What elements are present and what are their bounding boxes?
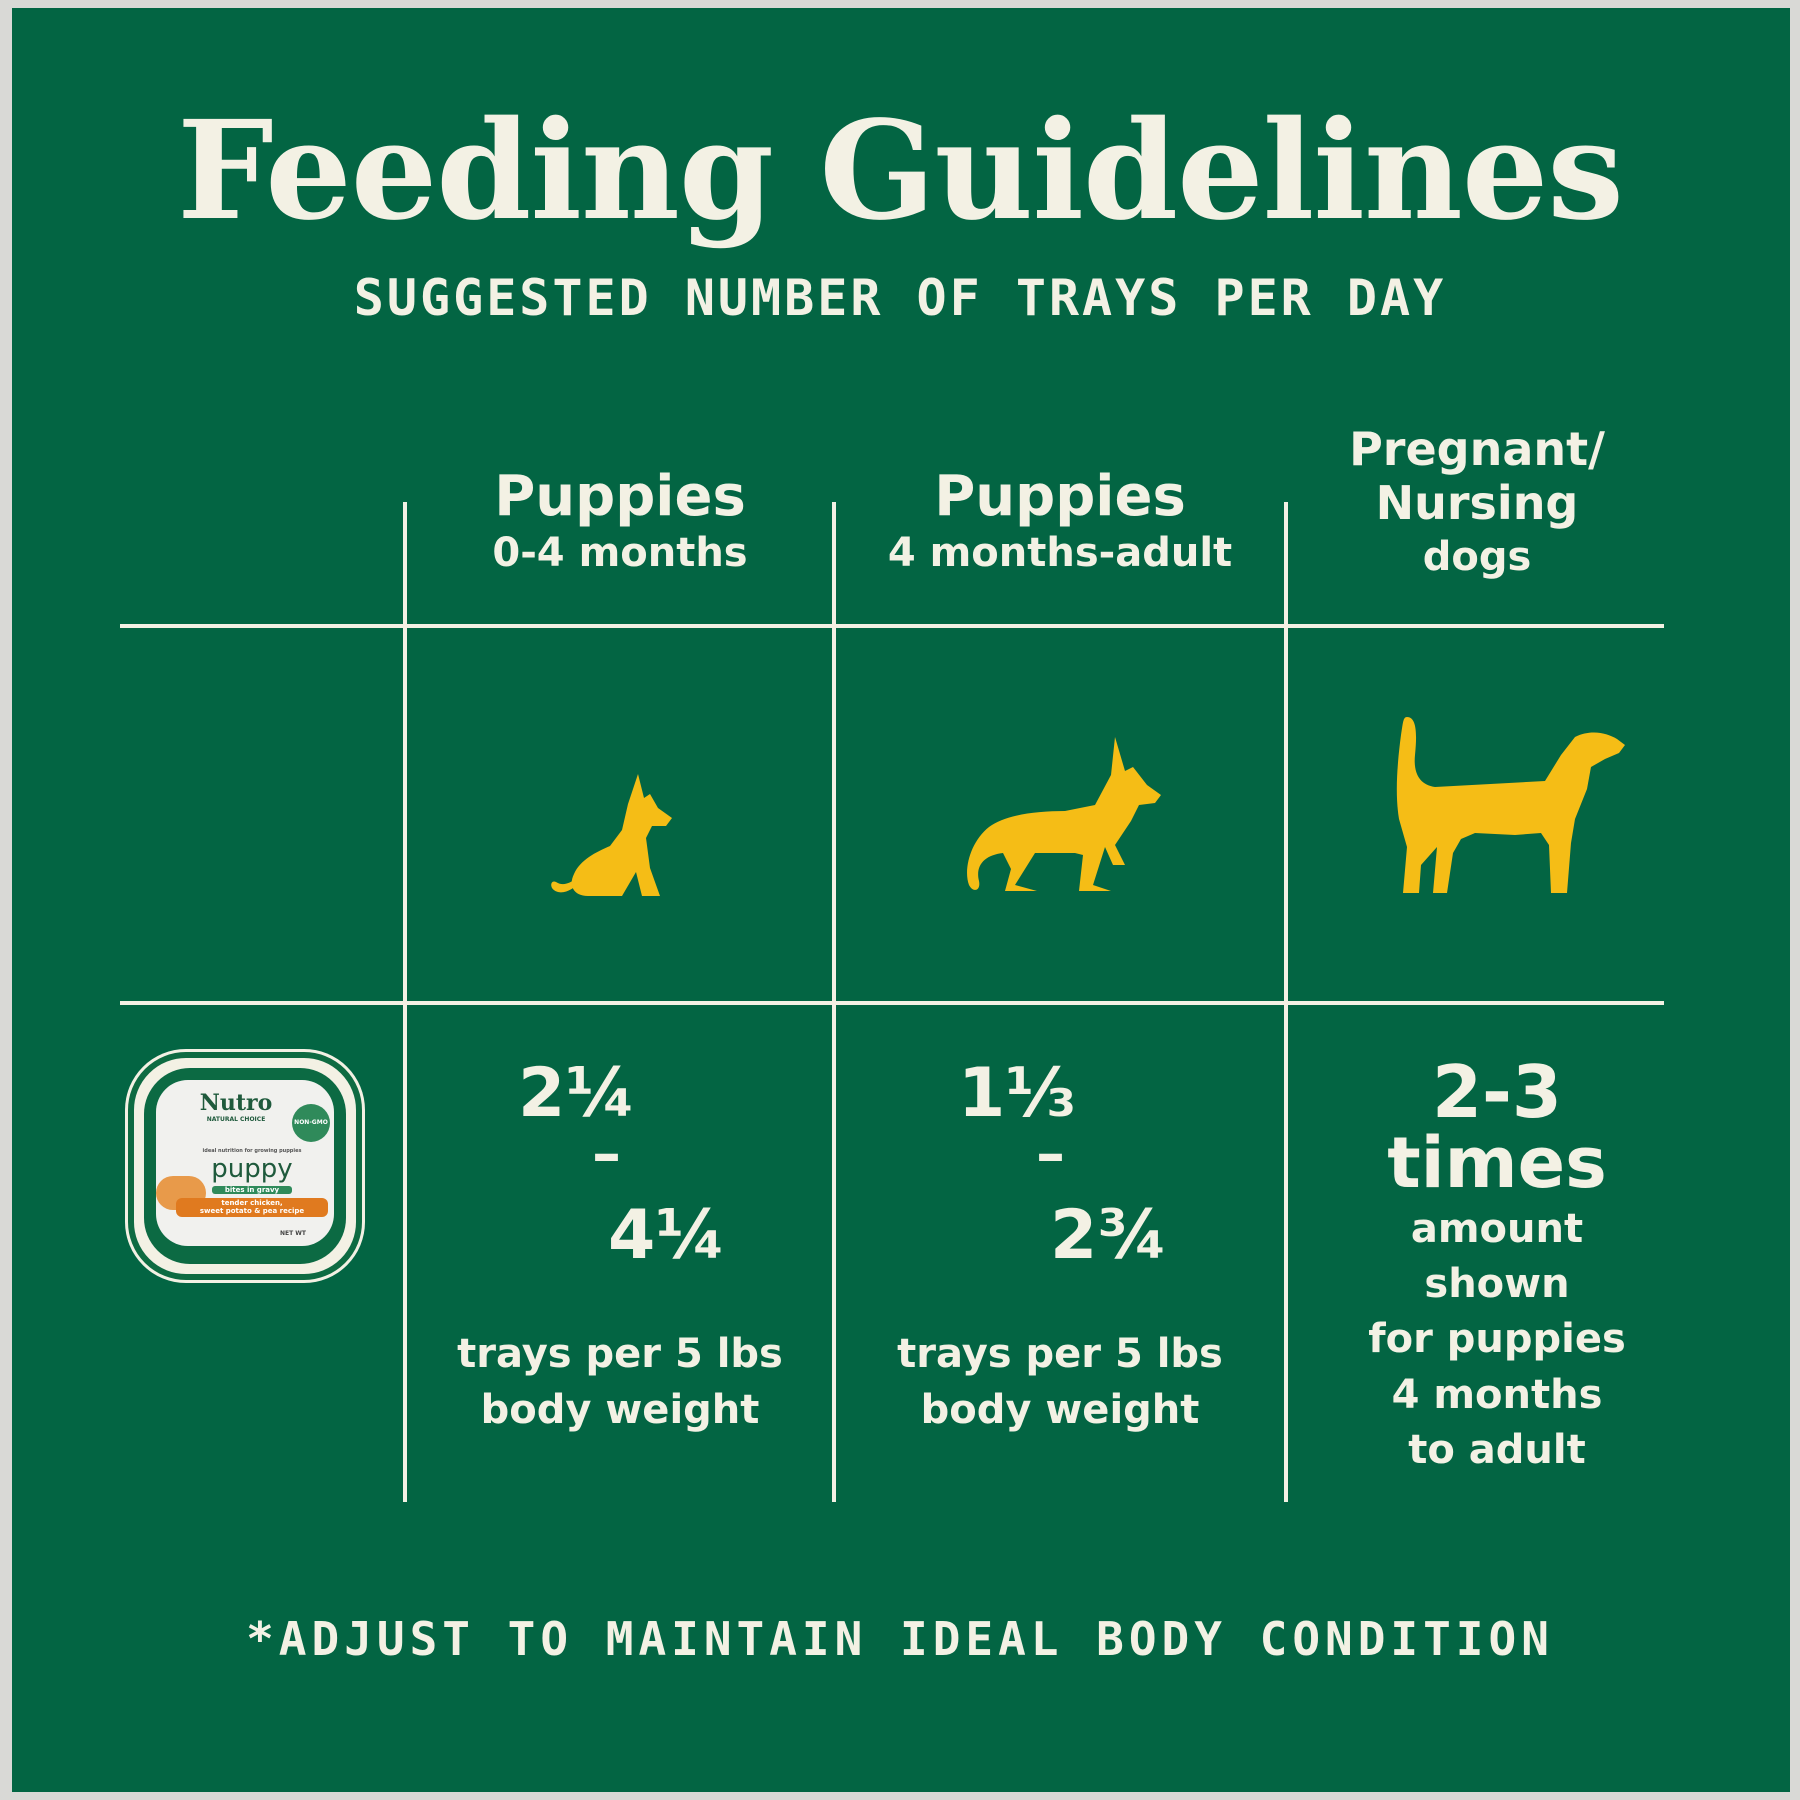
product-brand-sub: NATURAL CHOICE — [206, 1116, 266, 1123]
feeding-guidelines-panel — [12, 8, 1790, 1792]
amount-separator-col1: – — [592, 1119, 621, 1187]
product-recipe: tender chicken, sweet potato & pea recip… — [176, 1198, 328, 1217]
product-recipe-line: sweet potato & pea recipe — [199, 1207, 305, 1216]
product-name: puppy — [211, 1154, 293, 1184]
amount-multiplier: 2-3 — [1431, 1050, 1563, 1134]
amount-note-col1: trays per 5 lbs body weight — [410, 1326, 830, 1438]
column-heading-title: Puppies — [494, 464, 746, 529]
non-gmo-badge: NON-GMO — [292, 1104, 330, 1142]
amount-note-line: body weight — [480, 1387, 760, 1433]
grid-row-divider-1 — [120, 624, 1664, 628]
amount-note-line: trays per 5 lbs — [897, 1331, 1223, 1377]
product-recipe-line: tender chicken, — [221, 1199, 283, 1207]
amount-separator-col2: – — [1036, 1119, 1065, 1187]
amount-high-col1: 4¼ — [608, 1196, 726, 1275]
column-heading-pregnant-nursing: Pregnant/ Nursing dogs — [1292, 422, 1662, 583]
standing-young-dog-icon — [967, 737, 1161, 891]
grid-row-divider-2 — [120, 1001, 1664, 1005]
amount-note-col2: trays per 5 lbs body weight — [840, 1326, 1280, 1438]
amount-note-col3: amount shown for puppies 4 months to adu… — [1292, 1202, 1702, 1478]
column-heading-line: Nursing — [1375, 476, 1579, 531]
column-heading-line: Pregnant/ — [1349, 422, 1605, 476]
amount-col3: 2-3 times amount shown for puppies 4 mon… — [1292, 1056, 1702, 1478]
product-tagline: ideal nutrition for growing puppies — [202, 1148, 302, 1154]
amount-note-line: body weight — [920, 1387, 1200, 1433]
column-heading-line: dogs — [1422, 533, 1532, 580]
column-heading-puppies-4-adult: Puppies 4 months-adult — [840, 464, 1280, 579]
amount-low-col1: 2¼ — [518, 1054, 636, 1133]
product-net-weight: NET WT — [280, 1230, 307, 1237]
amount-note-line: to adult — [1408, 1426, 1586, 1473]
amount-note-line: 4 months — [1391, 1371, 1603, 1418]
amount-high-col2: 2¾ — [1050, 1196, 1168, 1275]
amount-low-col2: 1⅓ — [958, 1054, 1076, 1133]
amount-multiplier-unit: times — [1387, 1122, 1607, 1204]
amount-note-line: amount — [1410, 1206, 1584, 1252]
page-subtitle: SUGGESTED NUMBER OF TRAYS PER DAY — [353, 269, 1447, 327]
amount-note-line: shown — [1424, 1261, 1570, 1308]
footer-note: *ADJUST TO MAINTAIN IDEAL BODY CONDITION — [246, 1612, 1554, 1666]
column-heading-subtitle: 4 months-adult — [887, 529, 1233, 576]
column-heading-subtitle: 0-4 months — [492, 529, 748, 576]
standing-adult-dog-icon — [1396, 717, 1625, 893]
product-tray-image: Nutro NATURAL CHOICE NON-GMO ideal nutri… — [128, 1052, 362, 1280]
column-heading-title: Puppies — [934, 464, 1186, 529]
amount-note-line: for puppies — [1368, 1316, 1626, 1363]
sitting-puppy-icon — [551, 774, 672, 896]
page-title: Feeding Guidelines — [177, 91, 1624, 251]
column-heading-puppies-0-4: Puppies 0-4 months — [410, 464, 830, 579]
amount-note-line: trays per 5 lbs — [457, 1331, 783, 1377]
product-brand: Nutro — [199, 1090, 273, 1116]
product-tray-rim: Nutro NATURAL CHOICE NON-GMO ideal nutri… — [144, 1068, 346, 1264]
product-style: bites in gravy — [212, 1186, 292, 1194]
product-label: Nutro NATURAL CHOICE NON-GMO ideal nutri… — [156, 1080, 334, 1246]
